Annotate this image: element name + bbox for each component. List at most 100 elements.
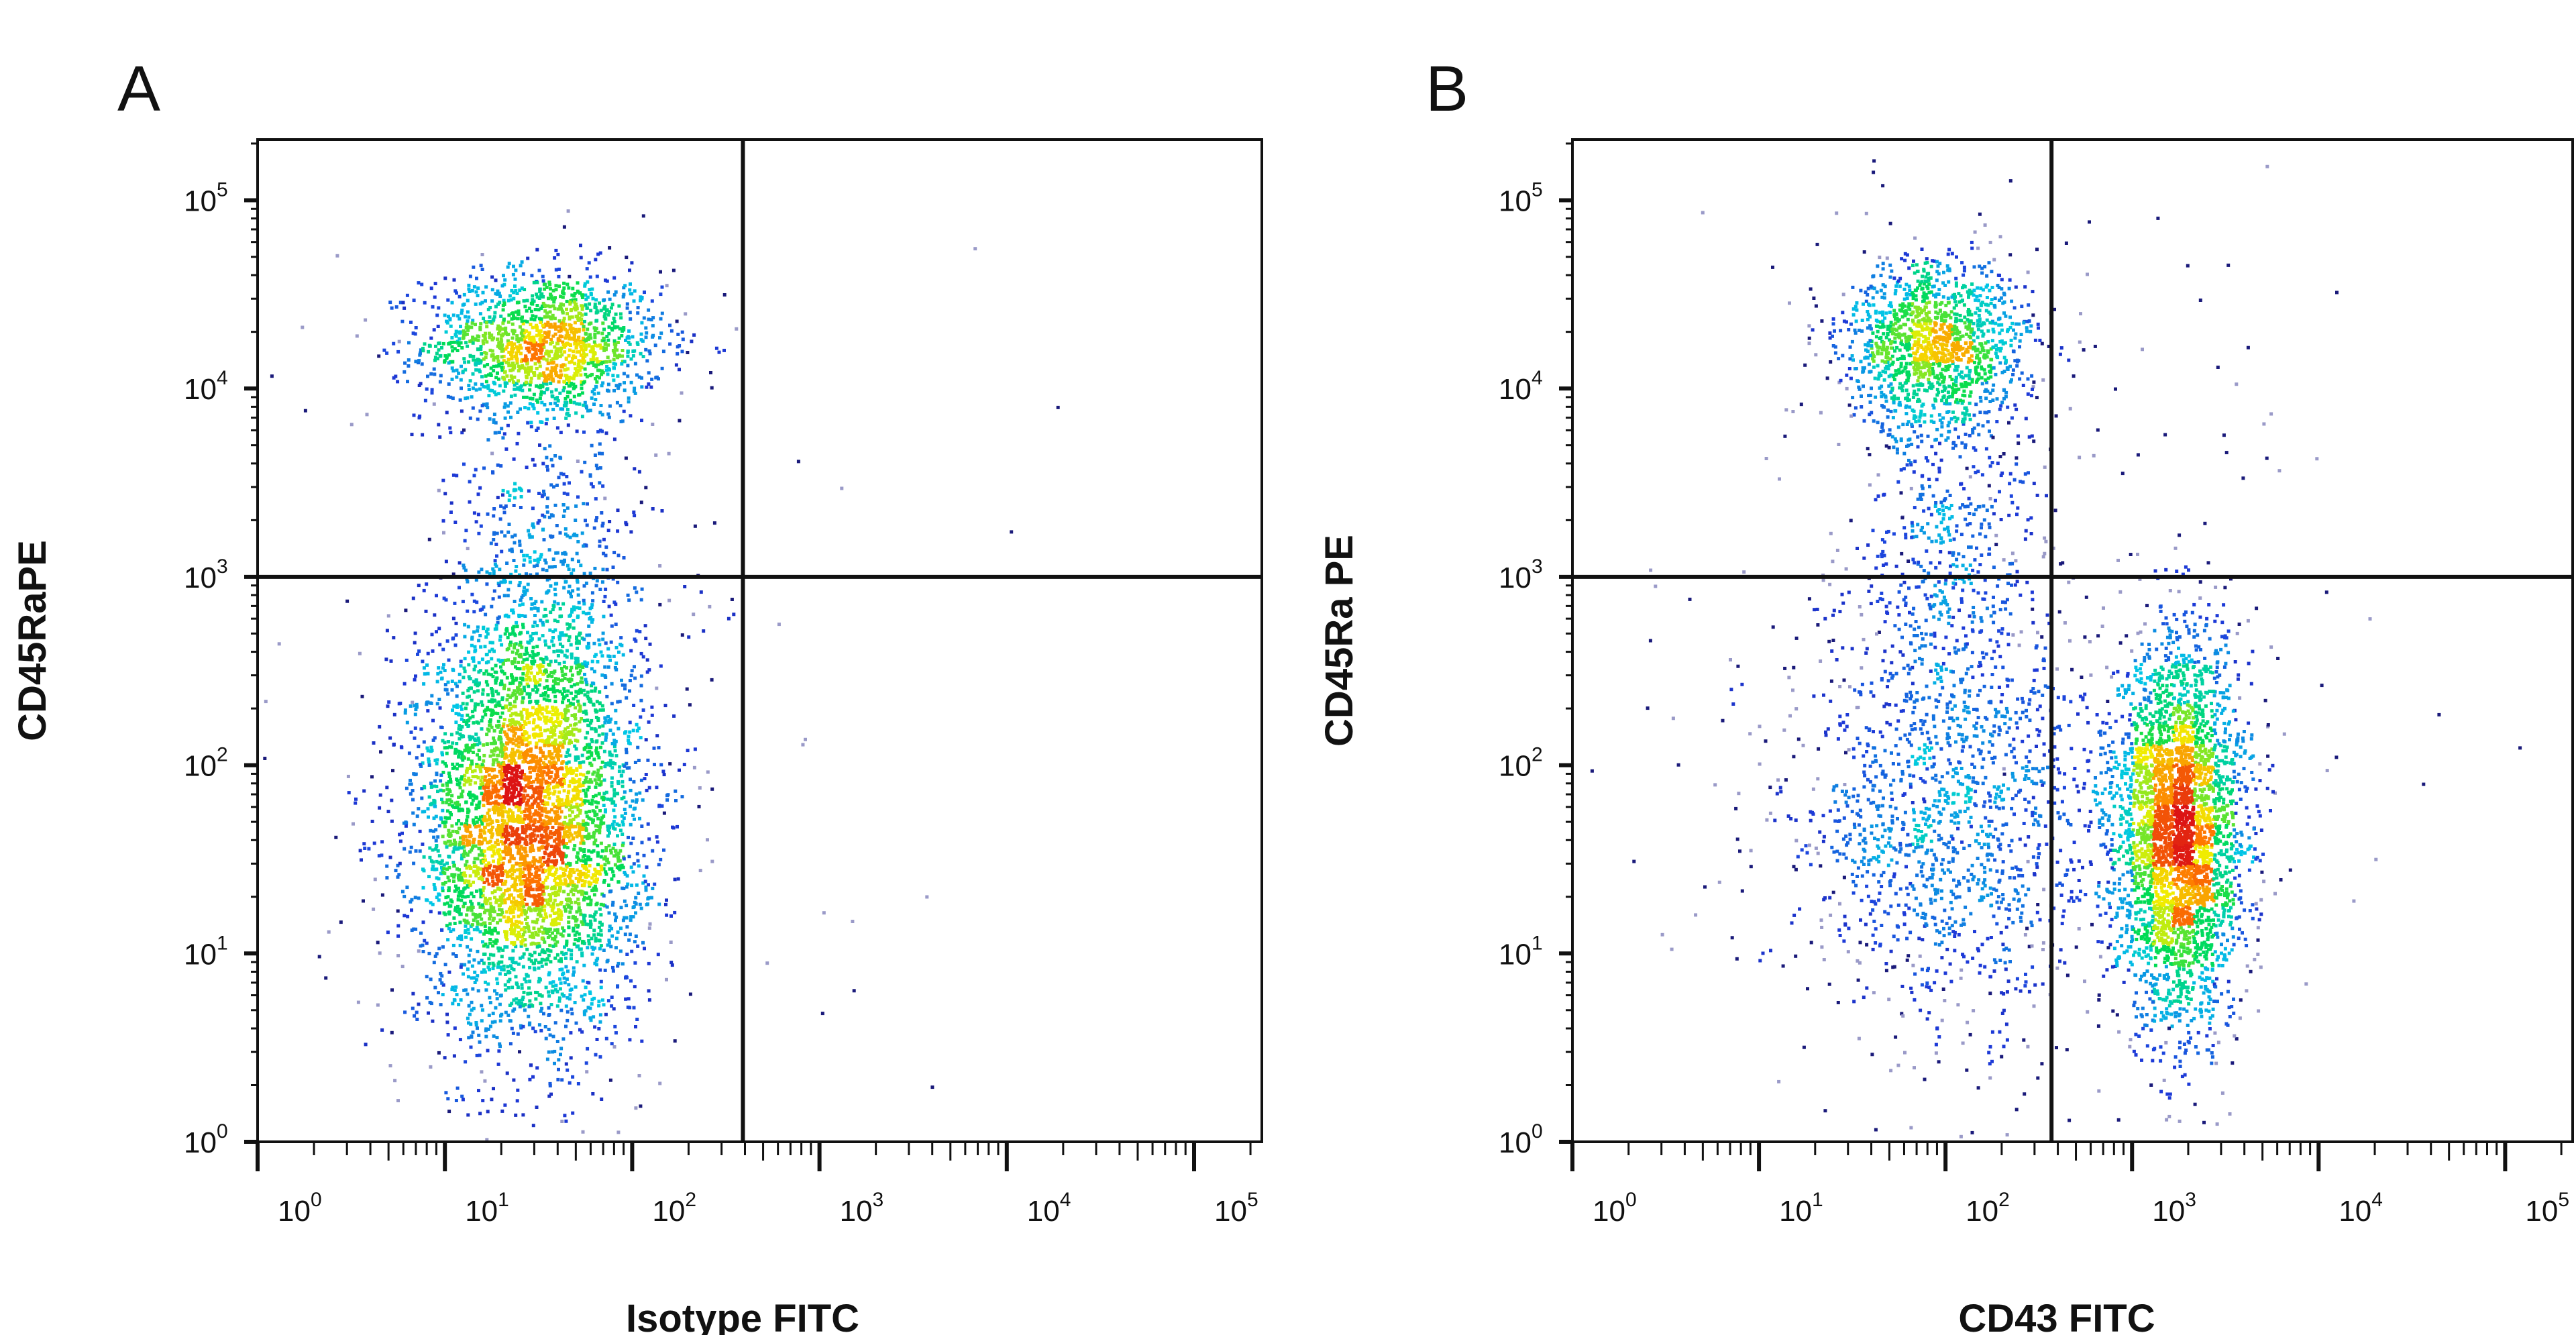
event-point (546, 335, 550, 339)
event-point (574, 886, 578, 890)
event-point (649, 318, 653, 322)
event-point (439, 773, 443, 777)
event-point (622, 292, 626, 297)
event-point (590, 390, 594, 394)
event-point (550, 735, 554, 739)
event-point (492, 753, 496, 757)
event-point (575, 930, 579, 934)
event-point (468, 864, 472, 868)
event-point (555, 403, 559, 407)
event-point (618, 700, 622, 704)
event-point (496, 324, 500, 328)
event-point (554, 983, 558, 987)
event-point (547, 377, 551, 381)
event-point (483, 1079, 487, 1083)
event-point (467, 880, 471, 884)
event-point (523, 366, 527, 370)
event-point (512, 915, 516, 919)
event-point (460, 309, 464, 313)
event-point (519, 875, 523, 879)
event-point (594, 319, 598, 323)
event-point (605, 279, 609, 283)
event-point (527, 331, 531, 335)
event-point (548, 325, 552, 329)
event-point (550, 341, 554, 344)
event-point (663, 704, 667, 708)
event-point (517, 364, 521, 368)
event-point (516, 411, 520, 414)
event-point (396, 863, 400, 867)
event-point (501, 743, 505, 747)
event-point (589, 292, 593, 297)
event-point (495, 819, 499, 823)
event-point (477, 839, 481, 843)
event-point (631, 837, 635, 840)
event-point (533, 818, 537, 822)
event-point (551, 288, 555, 292)
event-point (499, 314, 503, 318)
event-point (597, 1027, 601, 1030)
event-point (584, 712, 588, 716)
event-point (574, 298, 578, 302)
event-point (429, 910, 433, 914)
event-point (633, 900, 637, 904)
event-point (441, 783, 445, 787)
event-point (475, 765, 478, 769)
event-point (543, 807, 547, 811)
event-point (626, 374, 630, 378)
event-point (521, 602, 525, 606)
event-point (506, 410, 510, 414)
event-point (432, 328, 436, 332)
event-point (590, 396, 594, 400)
event-point (562, 779, 566, 783)
event-point (434, 839, 438, 843)
event-point (544, 962, 548, 966)
event-point (564, 965, 568, 969)
event-point (467, 960, 471, 964)
event-point (647, 720, 651, 724)
event-point (607, 844, 611, 848)
event-point (529, 317, 533, 321)
event-point (417, 807, 421, 811)
event-point (535, 333, 539, 337)
event-point (538, 290, 542, 294)
event-point (556, 399, 560, 403)
event-point (580, 347, 584, 351)
event-point (447, 658, 451, 662)
event-point (441, 835, 445, 839)
event-point (447, 353, 451, 357)
event-point (488, 335, 492, 339)
event-point (519, 352, 523, 356)
event-point (482, 384, 486, 388)
event-point (543, 303, 547, 307)
event-point (598, 442, 602, 446)
event-point (474, 816, 478, 820)
event-point (559, 327, 564, 331)
event-point (565, 412, 569, 416)
event-point (437, 1051, 441, 1055)
event-point (571, 298, 575, 302)
event-point (488, 814, 491, 818)
event-point (508, 977, 512, 981)
event-point (412, 861, 416, 865)
event-point (496, 789, 500, 793)
event-point (544, 1036, 548, 1040)
event-point (541, 948, 545, 952)
event-point (640, 321, 644, 325)
event-point (486, 693, 490, 697)
event-point (680, 391, 684, 395)
event-point (523, 615, 527, 618)
event-point (537, 941, 541, 945)
event-point (496, 302, 500, 306)
event-point (582, 819, 585, 823)
event-point (503, 416, 507, 420)
event-point (557, 1067, 560, 1071)
event-point (579, 244, 582, 248)
event-point (525, 320, 529, 324)
event-point (599, 650, 603, 654)
event-point (459, 890, 463, 894)
event-point (645, 359, 649, 363)
event-point (507, 364, 511, 368)
event-point (434, 344, 437, 348)
event-point (488, 902, 492, 906)
